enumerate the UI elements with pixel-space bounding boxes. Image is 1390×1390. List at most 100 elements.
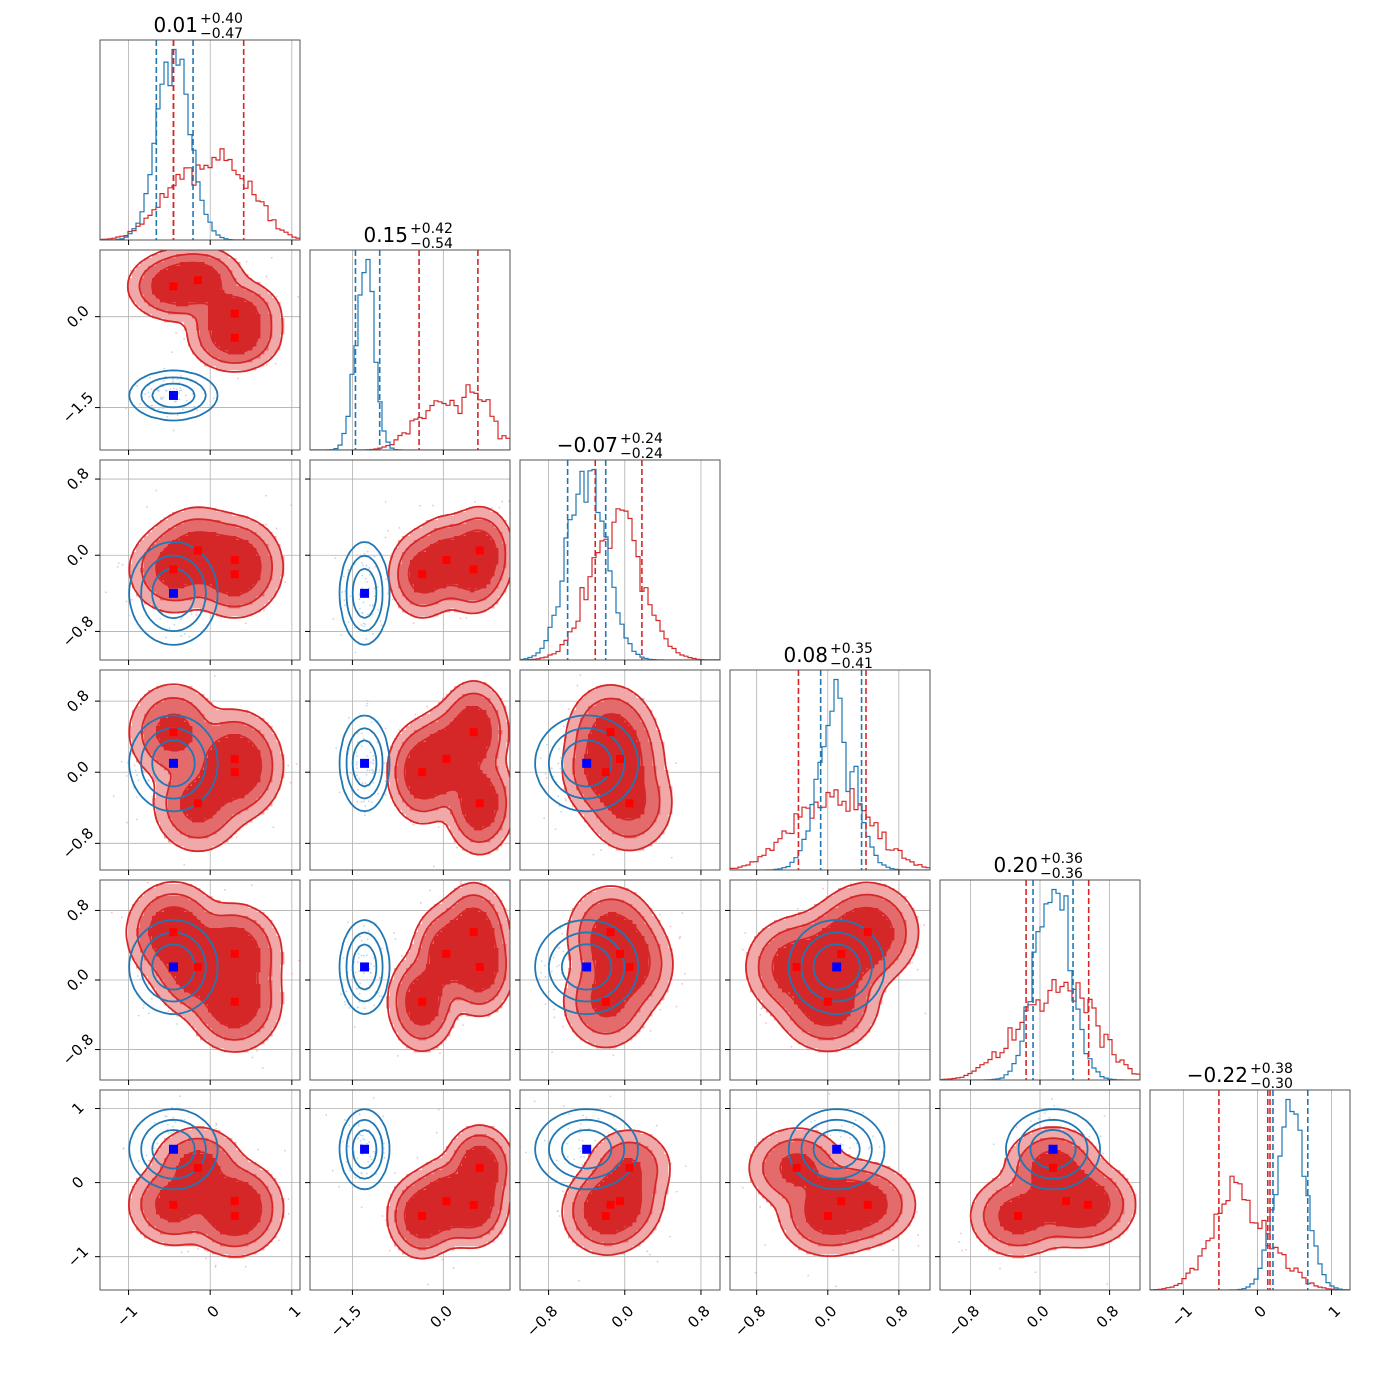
hist-panel-5 — [1150, 1090, 1350, 1290]
red-sample-dot — [412, 622, 415, 625]
blue-sample-dot — [162, 407, 164, 410]
blue-sample-dot — [347, 568, 350, 571]
blue-mode-marker — [582, 962, 592, 972]
red-sample-dot — [143, 770, 145, 772]
red-sample-dot — [183, 864, 186, 866]
blue-sample-dot — [355, 755, 358, 758]
red-sample-dot — [924, 1012, 927, 1015]
red-contour — [148, 906, 261, 1028]
x-tick-label: 1 — [285, 1302, 304, 1321]
blue-sample-dot — [361, 1137, 364, 1140]
blue-sample-dot — [372, 956, 375, 959]
red-contour — [590, 913, 651, 1018]
blue-sample-dot — [354, 1109, 357, 1111]
blue-sample-dot — [356, 761, 358, 764]
scatter-panel-5-1 — [310, 1090, 513, 1290]
panel-frame — [1149, 1089, 1351, 1291]
scatter-panel-4-1 — [310, 880, 510, 1080]
red-sample-dot — [290, 504, 292, 507]
panel-frame — [309, 249, 511, 451]
red-mode-marker — [442, 556, 451, 564]
blue-sample-dot — [361, 612, 364, 614]
red-sample-dot — [419, 504, 422, 507]
red-sample-dot — [442, 695, 445, 698]
blue-sample-dot — [340, 634, 343, 636]
blue-sample-dot — [362, 1134, 364, 1137]
red-sample-dot — [509, 663, 511, 665]
blue-sample-dot — [382, 1115, 384, 1118]
red-sample-dot — [675, 1190, 678, 1193]
blue-sample-dot — [1088, 1135, 1091, 1138]
red-sample-dot — [461, 1024, 464, 1027]
red-sample-dot — [257, 1148, 259, 1151]
scatter-panel-4-0 — [100, 880, 300, 1080]
blue-contour — [345, 1118, 384, 1180]
red-mode-marker — [230, 1211, 239, 1220]
red-sample-dot — [916, 968, 919, 971]
red-sample-dot — [255, 1049, 258, 1052]
red-sample-dot — [251, 1056, 254, 1059]
blue-sample-dot — [178, 381, 181, 384]
red-contour — [156, 713, 263, 823]
red-sample-dot — [396, 1054, 399, 1057]
blue-sample-dot — [353, 626, 356, 629]
blue-sample-dot — [363, 1007, 366, 1010]
panel-frame — [99, 1089, 301, 1291]
blue-contour — [151, 739, 196, 788]
blue-sample-dot — [360, 745, 363, 748]
blue-sample-dot — [368, 604, 371, 607]
red-fill-inner — [152, 262, 261, 355]
hist-panel-0 — [100, 40, 300, 240]
red-histogram — [730, 788, 930, 870]
x-tick-label: 0.8 — [1093, 1302, 1123, 1332]
red-sample-dot — [112, 795, 115, 798]
red-sample-dot — [474, 500, 476, 503]
blue-sample-dot — [162, 380, 165, 382]
red-sample-dot — [435, 1131, 438, 1134]
blue-sample-dot — [357, 1137, 359, 1140]
blue-sample-dot — [360, 801, 363, 803]
red-mode-marker — [169, 1200, 178, 1209]
x-tick-label: 0.8 — [684, 1302, 714, 1332]
red-sample-dot — [675, 1005, 678, 1008]
red-contour — [397, 517, 507, 607]
panel-frame — [309, 459, 511, 661]
blue-sample-dot — [142, 1004, 145, 1006]
blue-sample-dot — [169, 388, 172, 391]
hist-panel-3 — [730, 670, 930, 870]
red-sample-dot — [567, 708, 570, 710]
red-sample-dot — [511, 1232, 513, 1234]
red-fill-mid — [984, 1138, 1125, 1247]
blue-sample-dot — [356, 1157, 359, 1160]
blue-contour — [338, 714, 391, 813]
red-mode-marker — [823, 1211, 832, 1220]
blue-sample-dot — [366, 699, 368, 702]
red-mode-marker — [169, 282, 178, 291]
x-tick-label: 0.0 — [1023, 1302, 1053, 1332]
red-mode-marker — [169, 565, 178, 574]
red-fill-inner — [156, 532, 261, 597]
blue-sample-dot — [367, 613, 370, 616]
panel-frame — [729, 669, 931, 871]
red-sample-dot — [155, 489, 158, 492]
red-mode-marker — [230, 997, 239, 1006]
blue-sample-dot — [382, 1147, 385, 1150]
blue-sample-dot — [585, 1116, 588, 1119]
red-sample-dot — [923, 924, 926, 927]
red-sample-dot — [388, 1249, 391, 1252]
blue-contour — [338, 919, 391, 1015]
blue-sample-dot — [911, 961, 914, 964]
blue-sample-dot — [370, 1158, 373, 1161]
blue-sample-dot — [380, 995, 383, 998]
red-mode-marker — [606, 728, 615, 737]
blue-sample-dot — [371, 605, 374, 607]
blue-contour — [140, 931, 207, 1003]
red-sample-dot — [656, 1260, 659, 1263]
red-fill-outer — [386, 682, 510, 855]
blue-sample-dot — [372, 781, 375, 784]
blue-sample-dot — [349, 772, 352, 775]
blue-contour — [151, 567, 196, 619]
panel-title-value: 0.15 — [363, 223, 408, 247]
blue-sample-dot — [358, 592, 361, 595]
red-mode-marker — [230, 309, 239, 318]
